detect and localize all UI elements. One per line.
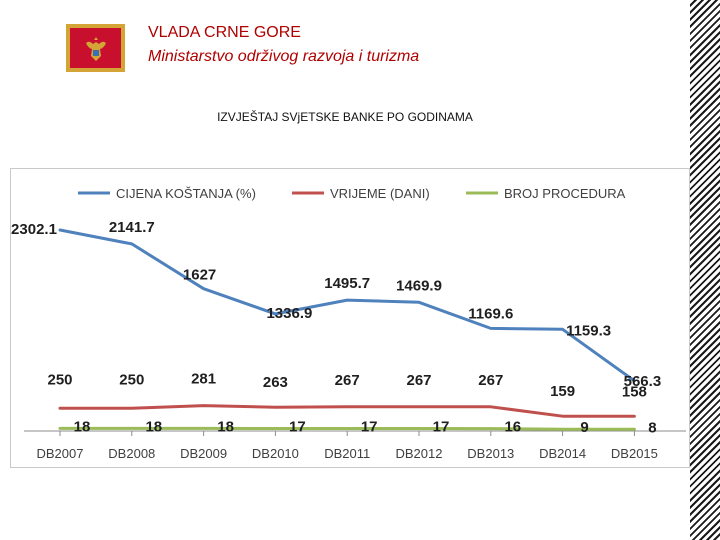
- data-label: 17: [289, 419, 306, 436]
- data-label: 1495.7: [324, 275, 370, 292]
- data-label: 1159.3: [566, 322, 611, 339]
- data-label: 1336.9: [266, 305, 312, 322]
- data-label: 250: [119, 371, 144, 388]
- x-tick-label: DB2009: [180, 446, 227, 461]
- data-label: 1627: [183, 267, 216, 284]
- legend-label-3: BROJ PROCEDURA: [504, 186, 626, 201]
- data-label: 566.3: [624, 373, 662, 390]
- series-line-2: [58, 404, 636, 418]
- government-title: VLADA CRNE GORE: [148, 24, 301, 41]
- data-label: 8: [648, 419, 656, 436]
- data-label: 267: [478, 372, 503, 389]
- data-label: 2141.7: [109, 219, 155, 236]
- x-tick-label: DB2015: [611, 446, 658, 461]
- data-label: 158: [622, 383, 647, 400]
- legend-label-1: CIJENA KOŠTANJA (%): [116, 186, 256, 201]
- report-title: IZVJEŠTAJ SVjETSKE BANKE PO GODINAMA: [217, 110, 473, 124]
- ministry-name: Ministarstvo održivog razvoja i turizma: [148, 48, 420, 65]
- x-tick-label: DB2013: [467, 446, 514, 461]
- montenegro-flag-icon: [66, 24, 125, 72]
- data-label: 1169.6: [468, 305, 513, 322]
- data-label: 250: [47, 371, 72, 388]
- coat-of-arms-icon: [86, 37, 106, 61]
- data-label: 263: [263, 374, 288, 391]
- legend-label-2: VRIJEME (DANI): [330, 186, 430, 201]
- series-line-3: [58, 426, 636, 431]
- data-label: 18: [145, 418, 162, 435]
- data-label: 267: [335, 372, 360, 389]
- x-tick-label: DB2011: [324, 446, 370, 461]
- data-label: 16: [504, 419, 521, 436]
- data-label: 281: [191, 371, 216, 388]
- chart-frame: [10, 168, 690, 468]
- data-label: 267: [406, 372, 431, 389]
- data-label: 1469.9: [396, 277, 442, 294]
- data-label: 17: [433, 419, 450, 436]
- x-tick-label: DB2010: [252, 446, 299, 461]
- data-label: 9: [580, 419, 588, 436]
- data-label: 159: [550, 383, 575, 400]
- series-line-1: [58, 228, 636, 383]
- data-label: 17: [361, 419, 378, 436]
- decorative-stripe: [690, 0, 720, 540]
- x-tick-label: DB2014: [539, 446, 586, 461]
- data-label: 2302.1: [11, 221, 57, 238]
- x-tick-label: DB2007: [37, 446, 84, 461]
- x-tick-label: DB2008: [108, 446, 155, 461]
- x-tick-label: DB2012: [396, 446, 443, 461]
- data-label: 18: [74, 418, 91, 435]
- data-label: 18: [217, 418, 234, 435]
